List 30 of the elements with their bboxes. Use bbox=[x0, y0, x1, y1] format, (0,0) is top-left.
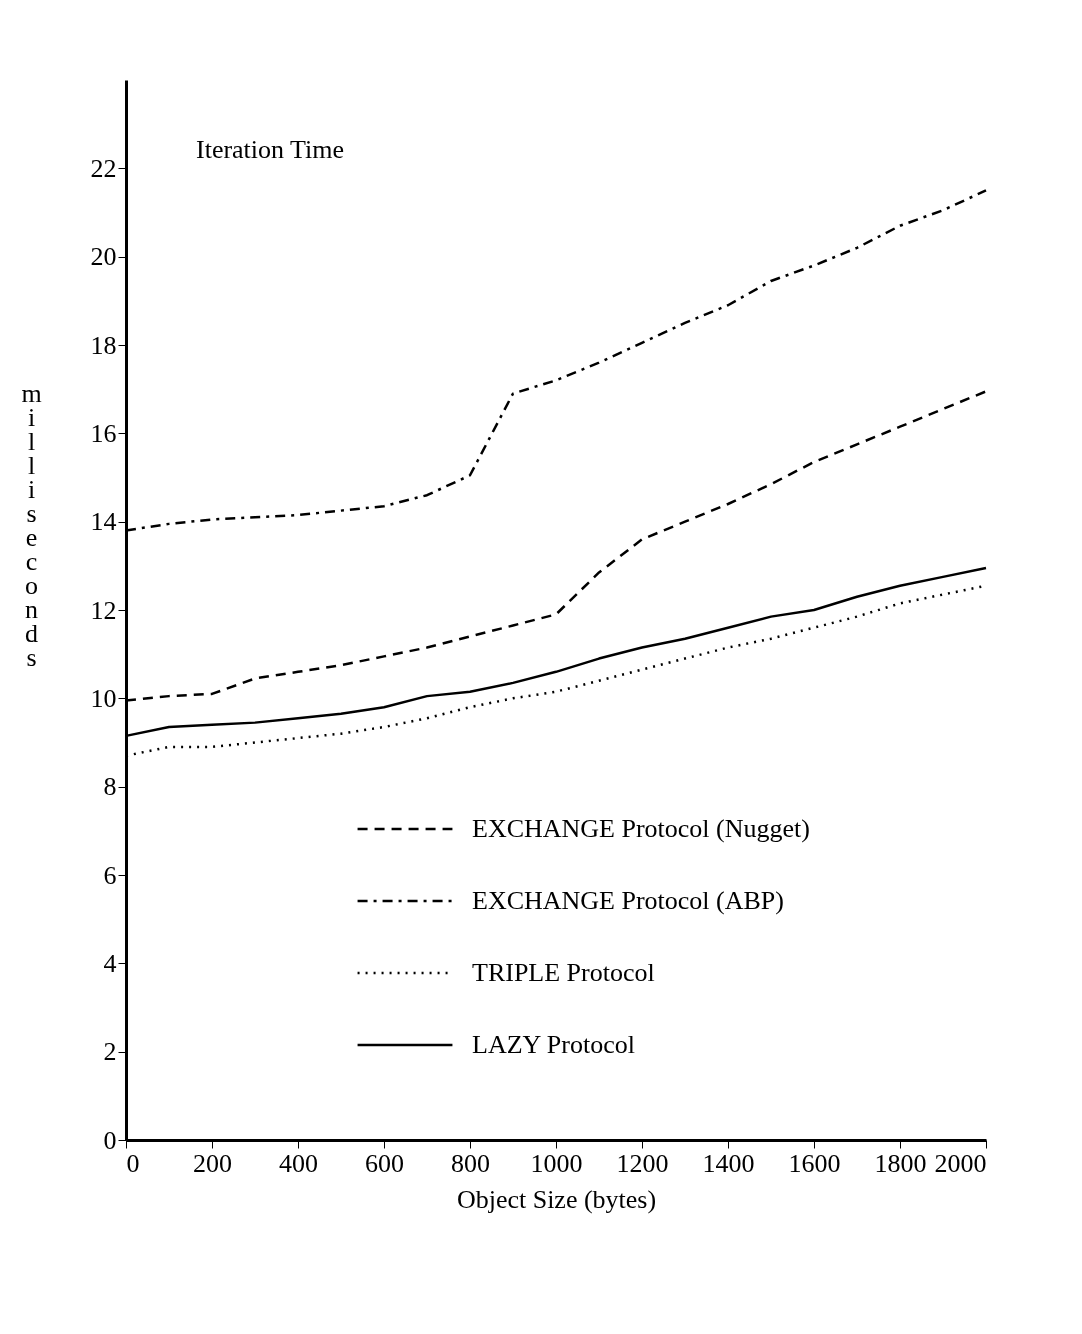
x-tick-label: 1600 bbox=[788, 1148, 841, 1178]
y-tick-label: 18 bbox=[90, 330, 117, 360]
y-tick-label: 0 bbox=[103, 1125, 117, 1155]
x-tick-label: 1200 bbox=[616, 1148, 669, 1178]
y-tick-label: 12 bbox=[90, 595, 117, 625]
legend-label: EXCHANGE Protocol (ABP) bbox=[472, 886, 784, 915]
y-tick-label: 6 bbox=[103, 860, 117, 890]
x-tick-label: 2000 bbox=[934, 1148, 987, 1178]
x-tick-label: 600 bbox=[365, 1148, 404, 1178]
text: milliseconds bbox=[21, 378, 42, 672]
y-tick-label: 14 bbox=[90, 507, 117, 537]
x-tick-label: 1000 bbox=[530, 1148, 583, 1178]
y-tick-label: 16 bbox=[90, 418, 117, 448]
text: Iteration Time bbox=[196, 135, 345, 164]
x-tick-label: 0 bbox=[126, 1148, 140, 1178]
x-tick-label: 1400 bbox=[702, 1148, 755, 1178]
x-tick-label: 1800 bbox=[874, 1148, 927, 1178]
x-tick-label: 800 bbox=[451, 1148, 490, 1178]
y-tick-label: 2 bbox=[103, 1037, 117, 1067]
x-axis-title: Object Size (bytes) bbox=[456, 1184, 657, 1214]
legend-label: EXCHANGE Protocol (Nugget) bbox=[472, 814, 810, 843]
legend-label: TRIPLE Protocol bbox=[472, 958, 655, 987]
y-tick-label: 10 bbox=[90, 683, 117, 713]
y-tick-label: 4 bbox=[103, 948, 117, 978]
y-tick-label: 22 bbox=[90, 153, 117, 183]
x-tick-label: 200 bbox=[193, 1148, 232, 1178]
y-tick-label: 8 bbox=[103, 772, 117, 802]
y-tick-label: 20 bbox=[90, 242, 117, 272]
legend-label: LAZY Protocol bbox=[472, 1030, 635, 1059]
x-tick-label: 400 bbox=[279, 1148, 318, 1178]
